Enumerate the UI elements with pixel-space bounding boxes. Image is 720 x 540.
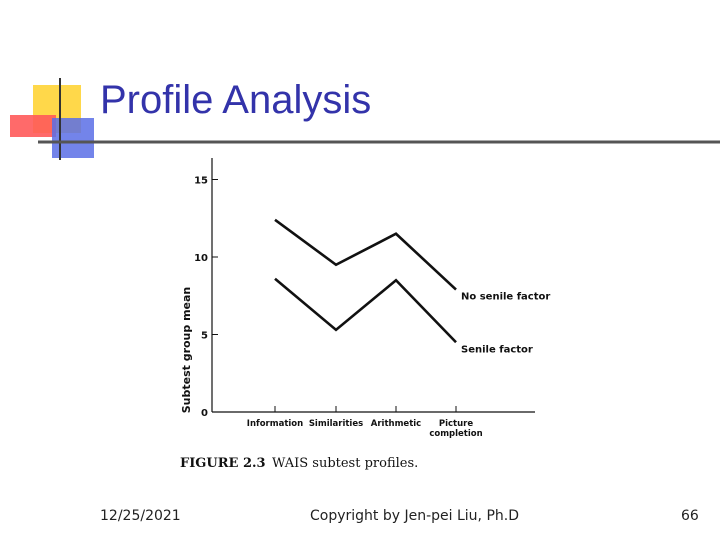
y-tick-label: 10 — [194, 253, 208, 264]
deco-blue-square — [52, 118, 94, 158]
y-tick-label: 5 — [201, 331, 208, 342]
series-label: Senile factor — [461, 344, 533, 355]
footer-copyright: Copyright by Jen-pei Liu, Ph.D — [310, 508, 519, 524]
y-axis-label: Subtest group mean — [180, 287, 193, 414]
deco-red-bar — [10, 115, 56, 137]
series-label: No senile factor — [461, 292, 550, 303]
figure-caption-text: WAIS subtest profiles. — [272, 456, 418, 471]
chart-series: No senile factor Senile factor — [274, 218, 550, 355]
y-tick-label: 15 — [194, 176, 208, 187]
chart: 0 5 10 15 Information Similarities Arithmetic P… — [180, 158, 550, 471]
x-tick-label: Picture — [439, 419, 473, 429]
x-tick-label: Information — [247, 419, 303, 429]
chart-ticks: 0 5 10 15 Information Similarities Arithmetic P… — [194, 176, 483, 440]
chart-axes — [211, 158, 535, 413]
footer-date: 12/25/2021 — [100, 508, 181, 524]
series-line — [274, 218, 457, 291]
x-tick-label: Arithmetic — [371, 419, 421, 429]
series-line — [274, 277, 457, 344]
footer-page-number: 66 — [681, 508, 699, 524]
x-tick-label: Similarities — [309, 419, 363, 429]
figure-caption-label: FIGURE 2.3 — [180, 456, 266, 471]
y-tick-label: 0 — [201, 408, 208, 419]
slide-title: Profile Analysis — [100, 78, 372, 122]
x-tick-label: completion — [429, 429, 482, 439]
